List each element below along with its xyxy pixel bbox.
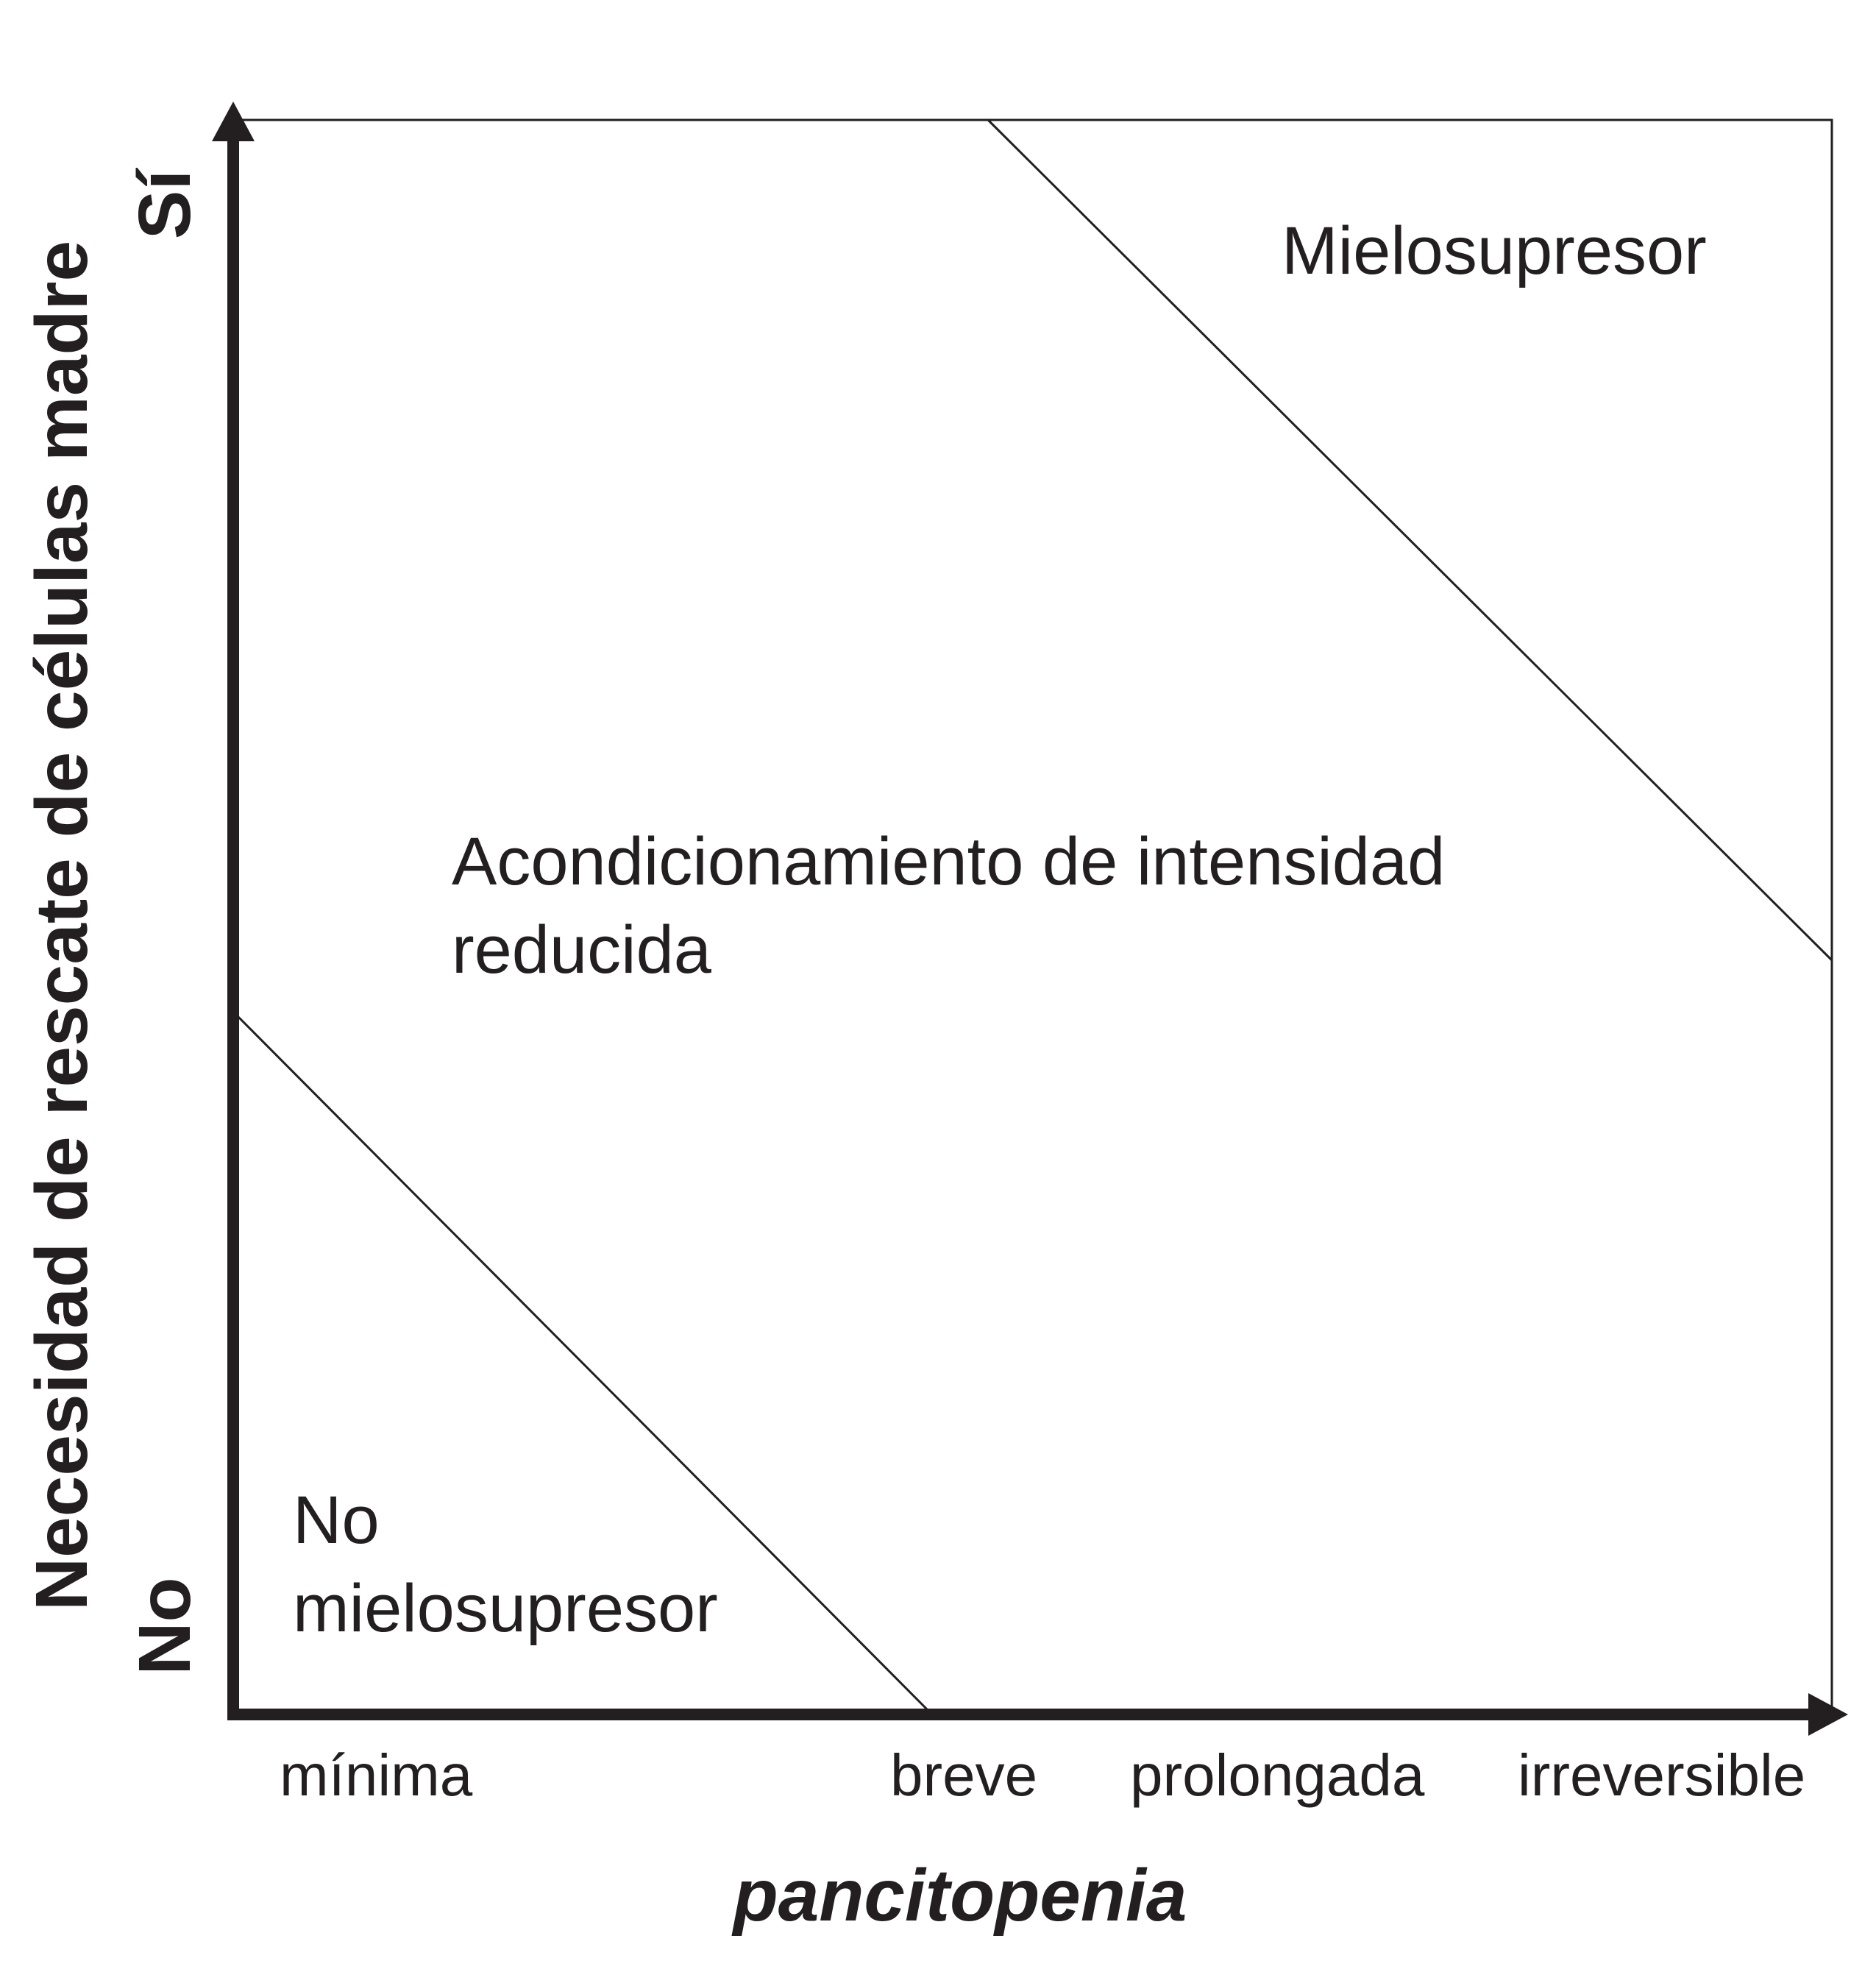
- x-tick-label-minimal: mínima: [280, 1742, 473, 1808]
- x-tick-label-irreversible: irreversible: [1518, 1742, 1805, 1808]
- x-tick-label-prolonged: prolongada: [1130, 1742, 1425, 1808]
- region-label-non-myelosuppressive-line1: No: [293, 1483, 380, 1558]
- y-axis-low-label: No: [124, 1577, 206, 1675]
- lower-boundary-line: [232, 1010, 932, 1714]
- upper-boundary-line: [987, 118, 1833, 962]
- region-label-reduced-intensity-line2: reducida: [452, 912, 712, 987]
- region-label-reduced-intensity-line1: Acondicionamiento de intensidad: [452, 824, 1445, 899]
- y-axis-high-label: Sí: [124, 168, 206, 240]
- x-axis-arrow-icon: [1808, 1693, 1848, 1736]
- x-tick-label-brief: breve: [890, 1742, 1037, 1808]
- x-axis-title: pancitopenia: [731, 1854, 1187, 1937]
- y-axis-title: Necesidad de rescate de células madre: [21, 241, 103, 1611]
- region-label-non-myelosuppressive-line2: mielosupresor: [293, 1571, 718, 1646]
- region-label-myelosuppressive: Mielosupresor: [1282, 213, 1707, 288]
- y-axis-arrow-icon: [212, 102, 255, 141]
